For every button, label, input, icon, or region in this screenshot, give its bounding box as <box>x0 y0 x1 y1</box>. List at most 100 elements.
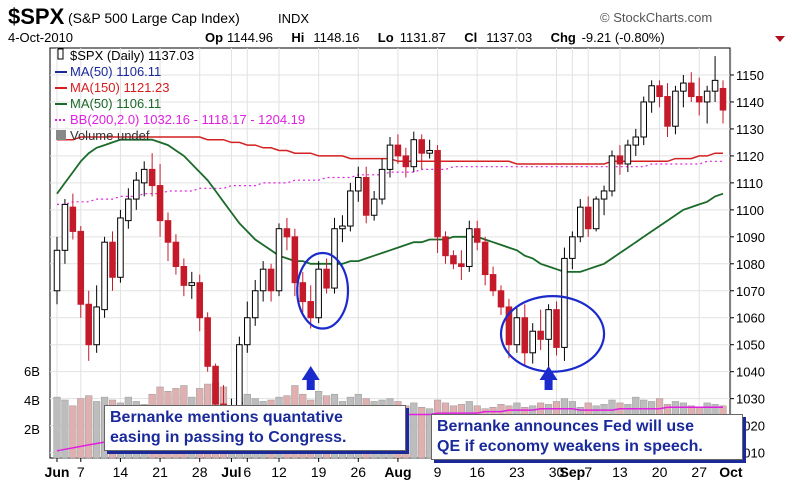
candle-body-11 <box>140 168 148 184</box>
price-tick-label-10: 1110 <box>736 176 763 191</box>
candle-body-5 <box>93 306 100 346</box>
candle-body-41 <box>378 168 386 200</box>
candle-body-2 <box>69 206 77 232</box>
candle-body-15 <box>172 241 180 267</box>
candle-body-53 <box>473 228 481 243</box>
candle-body-66 <box>577 206 584 238</box>
date-tick-label-10: Aug <box>384 464 411 480</box>
candle-13 <box>156 163 164 237</box>
candle-8 <box>117 209 124 283</box>
candle-57 <box>505 298 513 359</box>
price-tick-label-9: 1100 <box>736 203 764 218</box>
ohlc-label-0: Op <box>205 30 223 45</box>
candle-body-29 <box>283 228 291 238</box>
up-arrow-icon-0 <box>301 366 320 390</box>
date-tick-label-3: 21 <box>152 464 168 480</box>
date-tick-label-19: 27 <box>691 464 707 480</box>
date-tick-label-14: 30 <box>549 464 565 480</box>
candle-36 <box>339 215 346 243</box>
candle-body-68 <box>592 198 600 230</box>
date-tick-label-15: Sep <box>560 464 586 480</box>
price-tick-label-3: 1040 <box>736 365 765 380</box>
candle-78 <box>672 85 679 135</box>
volume-bar-46 <box>418 407 426 459</box>
candle-17 <box>188 271 196 299</box>
date-tick-label-12: 16 <box>469 464 485 480</box>
candle-34 <box>323 258 330 294</box>
candle-body-46 <box>418 139 425 154</box>
candle-20 <box>212 363 219 413</box>
candle-body-73 <box>632 136 640 146</box>
candle-body-63 <box>553 309 560 348</box>
ohlc-label-4: Chg <box>551 30 576 45</box>
candle-63 <box>553 301 560 356</box>
legend-label-3: MA(50) 1106.11 <box>70 96 161 111</box>
candle-body-57 <box>505 306 513 346</box>
candle-74 <box>640 96 647 146</box>
candle-42 <box>386 137 394 178</box>
candle-body-48 <box>434 150 441 238</box>
candle-41 <box>378 158 386 205</box>
exchange-label: INDX <box>278 11 309 26</box>
date-tick-label-1: 7 <box>77 464 85 480</box>
annotation-congress-line1: Bernanke mentions quantative <box>110 409 343 426</box>
candle-19 <box>204 312 211 372</box>
candle-82 <box>703 85 711 124</box>
candle-72 <box>624 139 632 173</box>
candle-body-70 <box>608 155 616 192</box>
candle-body-12 <box>148 168 156 187</box>
candle-body-7 <box>109 241 116 278</box>
candle-23 <box>236 336 243 413</box>
date-tick-label-18: 20 <box>652 464 668 480</box>
candle-27 <box>267 263 275 302</box>
candle-61 <box>537 309 544 351</box>
candle-body-0 <box>53 249 61 292</box>
candle-body-77 <box>664 96 671 127</box>
candle-28 <box>275 223 283 297</box>
volume-axis: 6B 4B 2B <box>24 364 40 437</box>
candle-body-32 <box>307 301 314 319</box>
candle-75 <box>648 80 655 113</box>
price-tick-label-13: 1140 <box>736 95 764 110</box>
candle-37 <box>347 182 354 232</box>
candle-body-72 <box>624 144 632 165</box>
price-tick-label-5: 1060 <box>736 311 765 326</box>
volume-bar-0 <box>53 396 61 459</box>
candle-49 <box>442 231 449 264</box>
index-name: (S&P 500 Large Cap Index) <box>68 10 240 26</box>
candle-29 <box>283 217 291 251</box>
candle-9 <box>125 188 132 229</box>
price-axis: 1010 1020 1030 1040 1050 1060 1070 1080 1090 1100… <box>730 68 765 461</box>
annotation-marks <box>296 251 606 390</box>
candle-69 <box>600 185 608 216</box>
ohlc-value-2: 1131.87 <box>400 30 446 45</box>
legend-swatch-5 <box>56 130 66 140</box>
candle-body-1 <box>61 203 69 251</box>
candle-body-82 <box>703 90 711 103</box>
candle-body-39 <box>362 176 370 216</box>
candle-53 <box>473 220 481 251</box>
date-tick-label-8: 19 <box>311 464 327 480</box>
candle-24 <box>244 301 251 353</box>
volume-bar-1 <box>61 399 69 459</box>
candle-44 <box>402 147 410 178</box>
candle-5 <box>93 285 100 353</box>
candle-51 <box>458 250 465 280</box>
candle-body-43 <box>394 144 402 157</box>
ohlc-label-2: Lo <box>378 30 394 45</box>
candle-81 <box>695 77 703 116</box>
candle-54 <box>481 236 489 286</box>
candle-71 <box>616 145 624 175</box>
date-tick-label-17: 13 <box>612 464 628 480</box>
candle-50 <box>450 250 457 270</box>
ohlc-value-1: 1148.16 <box>313 30 359 45</box>
candle-body-61 <box>537 330 544 340</box>
highlight-ellipse-0 <box>296 251 350 330</box>
candle-body-3 <box>77 230 85 305</box>
legend-label-2: MA(150) 1121.23 <box>70 80 170 95</box>
price-tick-label-8: 1090 <box>736 230 765 245</box>
candle-67 <box>584 196 592 237</box>
candle-body-62 <box>545 309 552 340</box>
up-arrow-icon-1 <box>539 366 558 390</box>
candle-body-27 <box>267 268 275 292</box>
